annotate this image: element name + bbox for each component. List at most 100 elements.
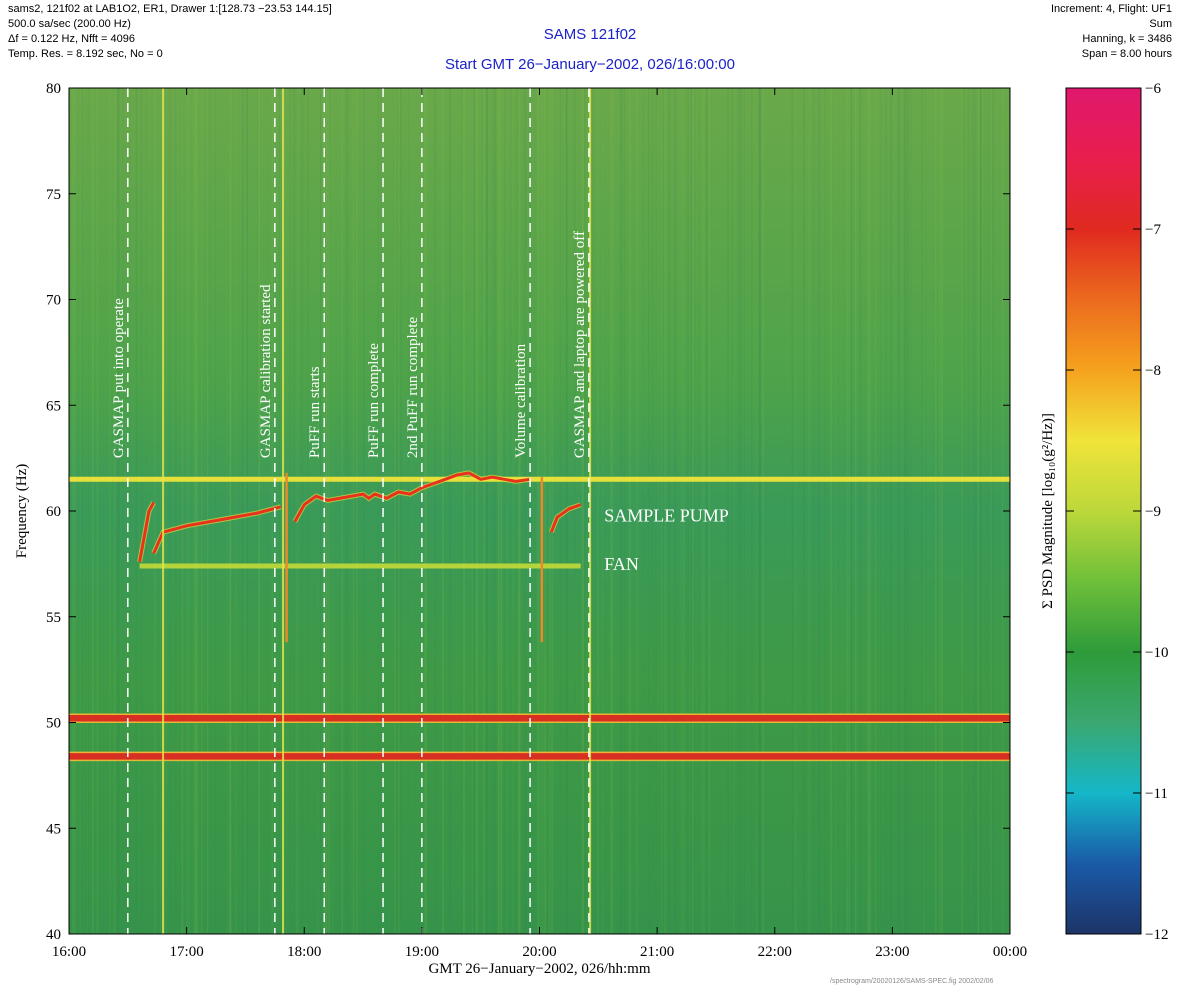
noise-streak [537,88,540,934]
noise-streak [506,88,508,934]
noise-streak [848,88,850,934]
noise-streak [574,88,576,934]
noise-streak [197,88,198,934]
noise-streak [680,88,682,934]
noise-streak [472,88,474,934]
noise-streak [751,88,753,934]
noise-streak [740,88,742,934]
event-label: PuFF run complete [366,343,382,458]
noise-streak [548,88,551,934]
noise-streak [87,88,88,934]
noise-streak [498,88,499,934]
y-tick-label: 70 [46,293,61,309]
noise-streak [500,88,502,934]
colorbar [1065,87,1142,935]
x-tick-label: 21:00 [640,944,674,960]
noise-streak [493,88,496,934]
noise-streak [295,88,297,934]
chart-subtitle: Start GMT 26−January−2002, 026/16:00:00 [445,56,735,73]
noise-streak [136,88,138,934]
noise-streak [620,88,622,934]
noise-streak [974,88,977,934]
noise-streak [533,88,536,934]
noise-streak [297,88,299,934]
noise-streak [824,88,826,934]
noise-streak [473,88,476,934]
noise-streak [518,88,521,934]
noise-streak [461,88,463,934]
noise-streak [791,88,793,934]
noise-streak [592,88,594,934]
y-tick-label: 65 [46,398,61,414]
noise-streak [229,88,231,934]
noise-streak [393,88,395,934]
noise-streak [234,88,237,934]
noise-streak [652,88,653,934]
noise-streak [200,88,203,934]
noise-streak [195,88,198,934]
noise-streak [662,88,665,934]
noise-streak [408,88,409,934]
noise-streak [393,88,396,934]
noise-streak [198,88,200,934]
header-left-line1: sams2, 121f02 at LAB1O2, ER1, Drawer 1:[… [8,3,332,15]
noise-streak [654,88,656,934]
noise-streak [581,88,584,934]
noise-streak [540,88,541,934]
noise-streak [463,88,465,934]
noise-streak [244,88,246,934]
noise-streak [551,88,553,934]
noise-streak [279,88,281,934]
noise-streak [500,88,503,934]
noise-streak [583,88,586,934]
noise-streak [160,88,161,934]
colorbar-label: Σ PSD Magnitude [log₁₀(g²/Hz)] [1040,413,1056,609]
noise-streak [984,88,985,934]
noise-streak [226,88,229,934]
x-tick-label: 17:00 [170,944,204,960]
noise-streak [498,88,500,934]
noise-streak [651,88,653,934]
x-tick-label: 20:00 [522,944,556,960]
noise-streak [705,88,708,934]
noise-streak [978,88,979,934]
noise-streak [448,88,451,934]
spectrogram-background [69,88,1010,934]
noise-streak [325,88,328,934]
y-tick-label: 80 [46,81,61,97]
noise-streak [141,88,143,934]
noise-streak [242,88,244,934]
event-label: GASMAP put into operate [111,298,127,458]
noise-streak [664,88,666,934]
colorbar-tick-label: −9 [1145,504,1161,520]
noise-streak [923,88,925,934]
y-tick-label: 55 [46,610,61,626]
noise-streak [426,88,428,934]
noise-streak [462,88,465,934]
noise-streak [181,88,184,934]
noise-streak [332,88,334,934]
noise-streak [180,88,182,934]
noise-streak [166,88,167,934]
noise-streak [483,88,485,934]
noise-streak [620,88,623,934]
noise-streak [868,88,871,934]
noise-streak [984,88,985,934]
noise-streak [830,88,833,934]
noise-streak [962,88,964,934]
noise-streak [109,88,111,934]
sample-pump-curve [293,471,531,523]
noise-streak [808,88,811,934]
noise-streak [482,88,485,934]
noise-streak [246,88,249,934]
noise-streak [880,88,882,934]
noise-streak [803,88,805,934]
y-tick-label: 50 [46,716,61,732]
noise-streak [399,88,402,934]
noise-streak [122,88,124,934]
noise-streak [341,88,343,934]
noise-streak [229,88,232,934]
noise-streak [732,88,734,934]
noise-streak [517,88,519,934]
noise-streak [193,88,196,934]
